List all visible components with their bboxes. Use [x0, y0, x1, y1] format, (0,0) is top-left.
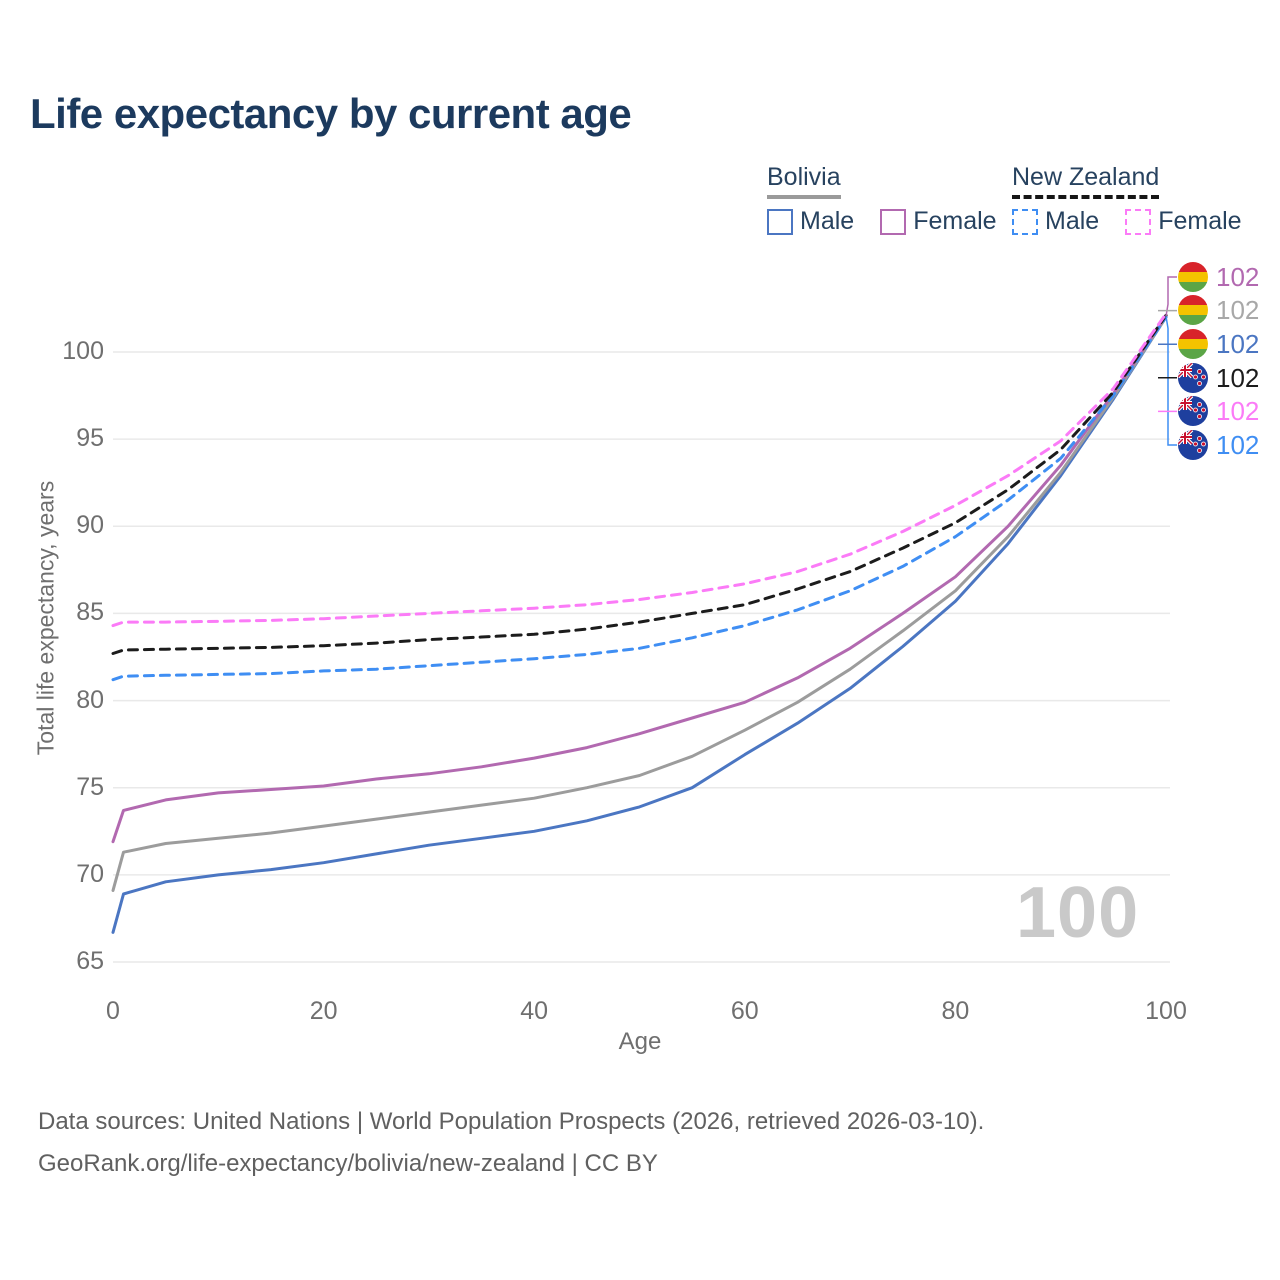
legend-item-nz-female[interactable]: Female — [1125, 207, 1242, 236]
legend-country-bolivia: Bolivia — [767, 163, 841, 199]
y-tick-label: 75 — [76, 772, 104, 801]
series-bolivia-both-sexes — [111, 315, 1168, 892]
x-tick-label: 60 — [730, 997, 759, 1025]
x-axis-title: Age — [618, 1028, 662, 1055]
y-axis-title: Total life expectancy, years — [32, 480, 59, 756]
bolivia-flag-icon — [1178, 261, 1208, 292]
legend-item-label: Female — [913, 207, 997, 235]
legend-item-label: Male — [1045, 207, 1100, 235]
end-label-row: 102 — [1178, 428, 1259, 462]
y-tick-label: 80 — [76, 685, 104, 714]
series-bolivia-female — [111, 313, 1168, 844]
new-zealand-flag-icon — [1178, 362, 1208, 393]
attribution-link-text[interactable]: GeoRank.org/life-expectancy/bolivia/new-… — [38, 1150, 658, 1177]
end-label-value: 102 — [1216, 362, 1260, 393]
end-labels-column: 102 102 102 102 102 102 — [1178, 260, 1259, 462]
y-tick-label: 100 — [62, 337, 104, 365]
end-label-connector-bottom — [1165, 316, 1177, 446]
bolivia-male-swatch — [767, 208, 793, 235]
series-new-zealand-male — [111, 315, 1168, 682]
legend-group-new-zealand: New Zealand Male Female — [1012, 163, 1242, 236]
end-label-row: 102 — [1178, 260, 1259, 294]
legend-country-new-zealand: New Zealand — [1012, 163, 1160, 199]
end-label-row: 102 — [1178, 394, 1259, 428]
x-tick-label: 80 — [941, 997, 970, 1025]
series-new-zealand-both-sexes — [111, 313, 1168, 655]
series-bolivia-male — [111, 315, 1168, 934]
end-label-value: 102 — [1216, 396, 1260, 427]
x-tick-label: 20 — [309, 997, 338, 1025]
bolivia-flag-icon — [1178, 295, 1208, 326]
legend-item-bolivia-male[interactable]: Male — [767, 207, 854, 236]
x-tick-label: 40 — [520, 997, 549, 1025]
legend-item-bolivia-female[interactable]: Female — [880, 207, 997, 236]
x-tick-label: 100 — [1145, 997, 1187, 1025]
y-tick-label: 85 — [76, 598, 104, 627]
new-zealand-flag-icon — [1178, 396, 1208, 427]
bolivia-female-swatch — [880, 208, 907, 235]
y-tick-label: 95 — [76, 424, 104, 453]
data-sources-text: Data sources: United Nations | World Pop… — [38, 1108, 985, 1135]
bolivia-flag-icon — [1178, 328, 1208, 359]
new-zealand-flag-icon — [1178, 429, 1208, 460]
legend-item-nz-male[interactable]: Male — [1012, 207, 1099, 236]
y-tick-label: 90 — [76, 511, 104, 540]
y-tick-label: 70 — [76, 859, 104, 888]
end-label-row: 102 — [1178, 361, 1259, 395]
line-chart-plot — [111, 276, 1177, 963]
legend-item-label: Male — [800, 207, 855, 235]
end-label-value: 102 — [1216, 328, 1260, 359]
y-tick-label: 65 — [76, 947, 104, 975]
legend-group-bolivia: Bolivia Male Female — [767, 163, 997, 236]
series-new-zealand-female — [111, 312, 1168, 628]
nz-male-swatch — [1012, 208, 1038, 235]
x-tick-label: 0 — [106, 997, 120, 1025]
nz-female-swatch — [1125, 208, 1152, 235]
page-title: Life expectancy by current age — [30, 90, 632, 137]
end-label-value: 102 — [1216, 429, 1260, 460]
end-label-value: 102 — [1216, 295, 1260, 326]
end-label-row: 102 — [1178, 327, 1259, 361]
end-label-row: 102 — [1178, 294, 1259, 328]
end-label-value: 102 — [1216, 261, 1260, 292]
age-counter-watermark: 100 — [1016, 873, 1140, 953]
legend-item-label: Female — [1158, 207, 1242, 235]
